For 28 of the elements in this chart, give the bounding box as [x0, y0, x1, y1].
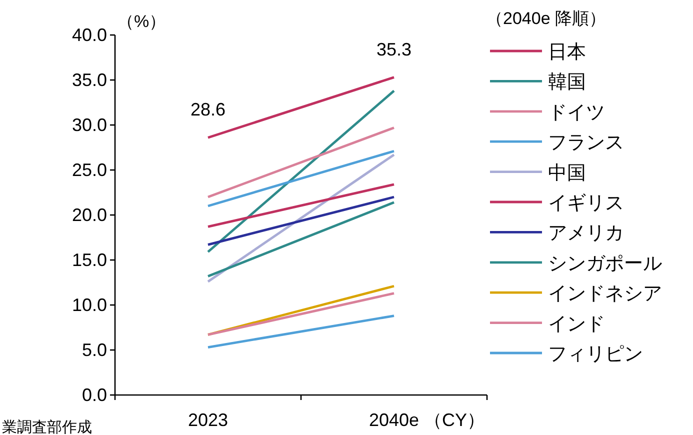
text: 業調査部作成 [2, 419, 92, 435]
y-tick-label: 20.0 [72, 205, 107, 225]
legend-title: （2040e 降順） [486, 9, 606, 28]
legend-label: シンガポール [548, 253, 662, 274]
legend-label: 中国 [548, 162, 586, 184]
data-label: 28.6 [190, 100, 226, 120]
legend-label: インドネシア [548, 284, 662, 305]
y-tick-label: 10.0 [72, 295, 107, 315]
y-tick-label: 5.0 [82, 340, 107, 360]
y-axis-title: （%） [117, 12, 166, 31]
x-tick-label: 2023 [188, 410, 228, 430]
y-tick-label: 25.0 [72, 160, 107, 180]
legend-label: 韓国 [548, 72, 586, 94]
x-axis-title: （CY） [424, 410, 486, 430]
y-tick-label: 40.0 [72, 25, 107, 45]
legend-label: ドイツ [548, 102, 605, 124]
y-tick-label: 30.0 [72, 115, 107, 135]
legend-label: インド [548, 314, 605, 335]
y-tick-label: 15.0 [72, 250, 107, 270]
legend-label: フランス [548, 132, 624, 154]
legend-label: アメリカ [548, 223, 624, 244]
data-label: 35.3 [376, 39, 412, 60]
y-tick-label: 35.0 [72, 70, 107, 90]
y-tick-label: 0.0 [82, 385, 107, 405]
legend-label: フィリピン [548, 344, 643, 365]
legend-label: 日本 [548, 42, 586, 63]
legend-label: イギリス [548, 193, 624, 214]
x-tick-label: 2040e [368, 410, 420, 430]
